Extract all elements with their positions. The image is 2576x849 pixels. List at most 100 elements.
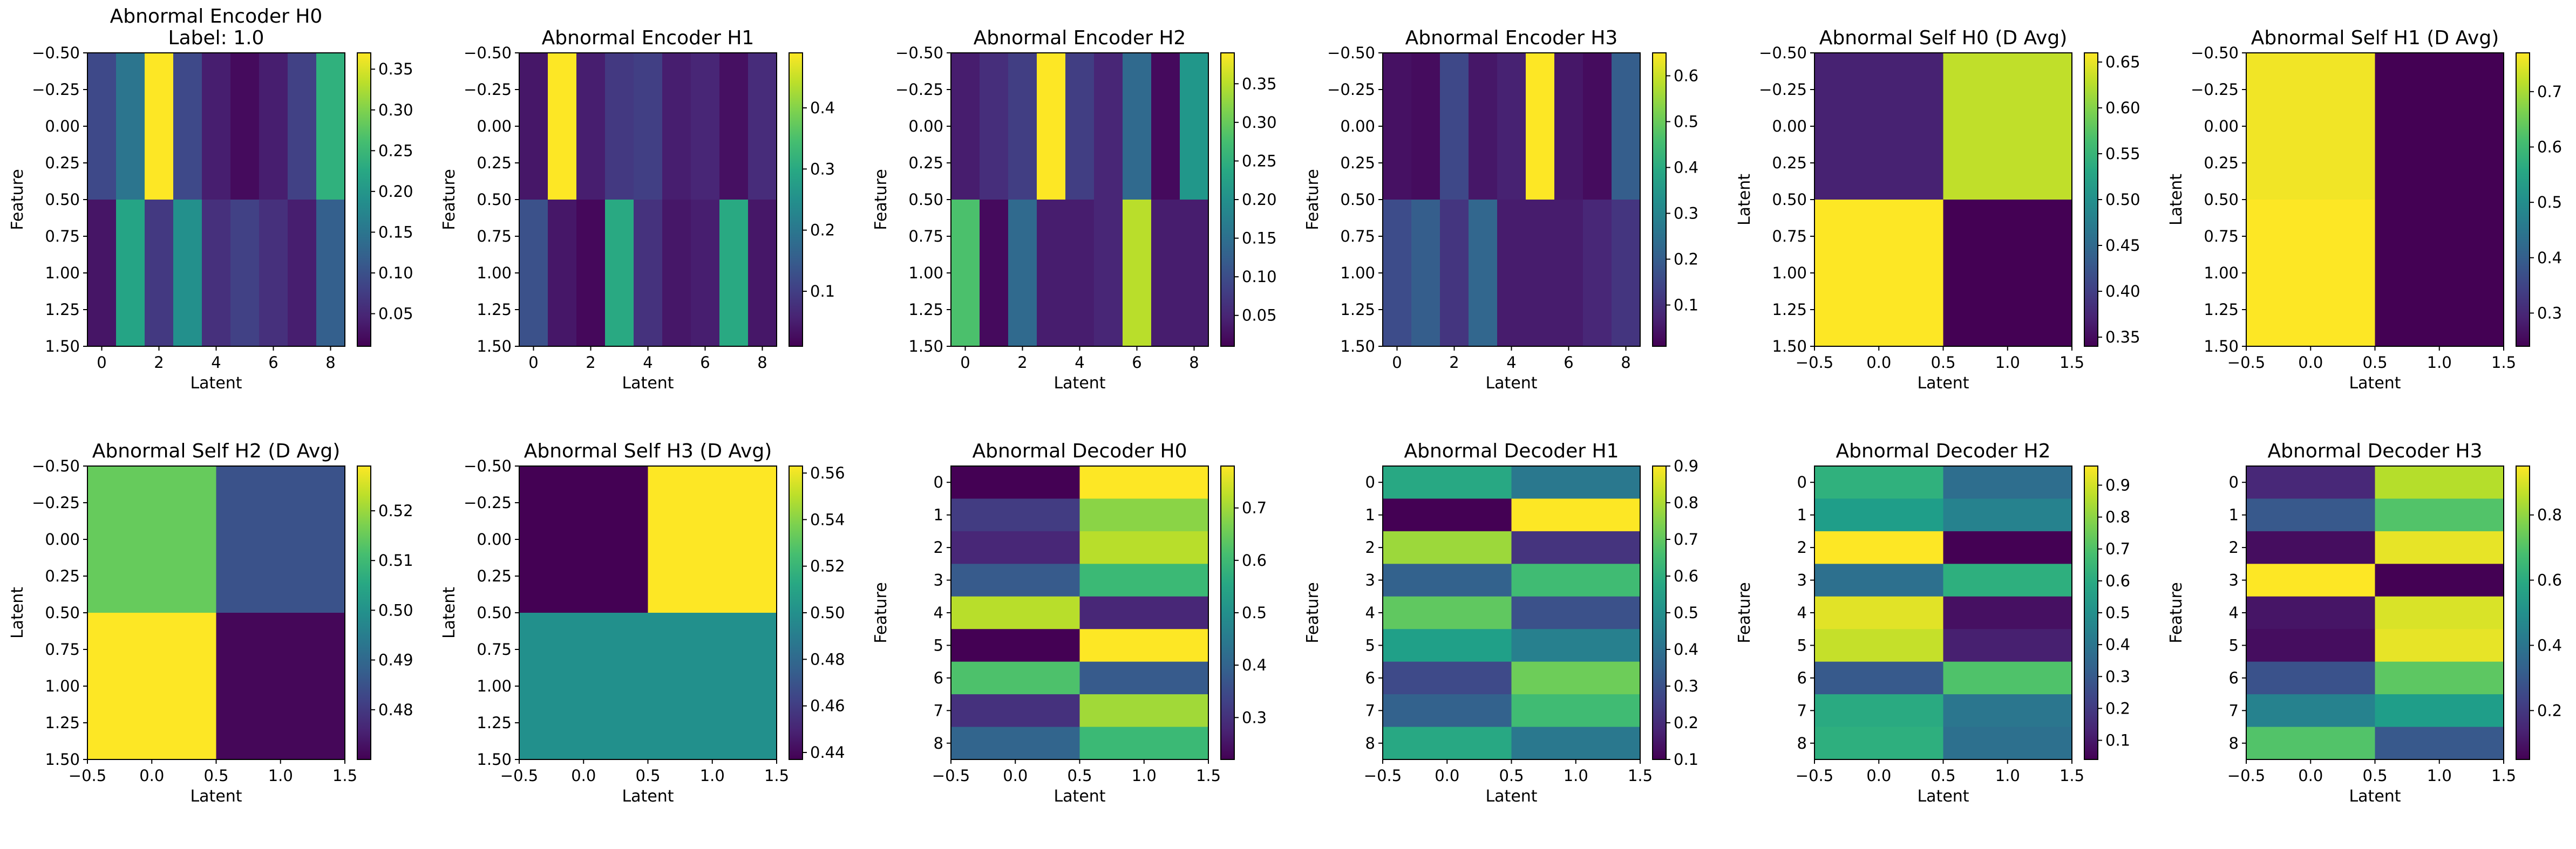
y-axis-label: Feature	[1735, 582, 1754, 643]
heatmap-cell	[1511, 694, 1641, 728]
heatmap-cell	[2246, 661, 2375, 695]
chart-title: Abnormal Encoder H3	[1405, 27, 1618, 49]
heatmap-cell	[548, 200, 577, 347]
colorbar-tick-label: 0.4	[2537, 636, 2562, 654]
colorbar-tick-label: 0.1	[1674, 750, 1698, 769]
y-tick-label: 0.75	[1772, 227, 1807, 245]
y-tick-label: −0.50	[2191, 44, 2239, 62]
heatmap-cell	[1583, 200, 1612, 347]
heatmap-cell	[1814, 466, 1943, 499]
heatmap-cell	[691, 53, 720, 200]
colorbar-tick-label: 0.54	[810, 510, 845, 529]
heatmap-cell	[216, 466, 345, 613]
colorbar-tick-label: 0.10	[378, 264, 413, 282]
heatmap-cell	[2375, 564, 2504, 597]
chart-title-line: Abnormal Encoder H0	[110, 5, 323, 28]
heatmap-cell	[980, 53, 1009, 200]
y-tick-label: 1.00	[45, 264, 80, 282]
heatmap-cell	[1469, 200, 1498, 347]
y-tick-label: −0.25	[32, 80, 80, 99]
heatmap-cell	[1411, 53, 1440, 200]
heatmap-cell	[951, 498, 1080, 532]
colorbar-tick-label: 0.3	[1674, 204, 1698, 223]
heatmap-cell	[1383, 727, 1512, 760]
x-tick-label: 0	[97, 353, 106, 372]
heatmap-cell	[2375, 661, 2504, 695]
y-tick-label: 7	[1365, 701, 1375, 720]
heatmap-cell	[1151, 200, 1180, 347]
heatmap-cell	[605, 53, 634, 200]
colorbar	[789, 465, 803, 760]
y-tick-label: 1.50	[477, 750, 512, 769]
y-tick-label: 4	[2229, 604, 2239, 622]
y-tick-label: 3	[2229, 571, 2239, 590]
heatmap-cell	[2375, 53, 2504, 200]
x-axis-label: Latent	[1485, 374, 1537, 393]
y-tick-label: 1.00	[477, 677, 512, 695]
y-axis-label: Latent	[440, 587, 459, 639]
x-tick-label: 1.0	[1132, 766, 1157, 785]
colorbar-tick-label: 0.4	[1242, 656, 1267, 674]
y-tick-label: 1.50	[1772, 337, 1807, 355]
x-tick-label: 1.0	[1995, 353, 2020, 372]
x-tick-label: 0.0	[2298, 353, 2323, 372]
colorbar-tick-label: 0.05	[1242, 306, 1277, 325]
heatmap-cell	[1079, 466, 1209, 499]
heatmap-cell	[173, 53, 202, 200]
chart-title: Abnormal Decoder H0	[973, 440, 1187, 462]
y-tick-label: 0.25	[477, 154, 512, 172]
y-tick-label: 0.25	[45, 154, 80, 172]
colorbar-tick-label: 0.15	[378, 223, 413, 241]
y-tick-label: 1.00	[45, 677, 80, 695]
heatmap-cell	[1814, 200, 1943, 347]
x-tick-label: 4	[1075, 353, 1084, 372]
heatmap-cell	[1065, 200, 1095, 347]
colorbar-tick-label: 0.6	[1242, 551, 1267, 570]
chart-title-line: Label: 1.0	[168, 27, 264, 49]
x-tick-label: 6	[1564, 353, 1573, 372]
colorbar-tick-label: 0.56	[810, 464, 845, 482]
x-tick-label: 4	[211, 353, 221, 372]
y-tick-label: 1.50	[908, 337, 943, 355]
colorbar	[1652, 52, 1667, 347]
colorbar-tick-label: 0.35	[378, 60, 413, 78]
y-tick-label: 0	[934, 473, 943, 491]
heatmap-cell	[2375, 498, 2504, 532]
colorbar-tick-label: 0.45	[2105, 236, 2140, 255]
x-tick-label: 1.0	[1995, 766, 2020, 785]
chart-panel: −0.5 0.0 0.5 1.0 1.5 −0.50 −0.25 0.00 0.25 0.50 0.…	[8, 440, 413, 806]
x-tick-label: 0.0	[1866, 766, 1891, 785]
y-tick-label: 1.00	[2204, 264, 2239, 282]
heatmap-cell	[1511, 727, 1641, 760]
y-tick-label: −0.25	[2191, 80, 2239, 99]
y-tick-label: 8	[934, 734, 943, 752]
heatmap-cell	[1079, 596, 1209, 629]
heatmap-cell	[1511, 466, 1641, 499]
x-tick-label: 1.0	[2427, 766, 2452, 785]
heatmap-cell	[951, 200, 980, 347]
y-tick-label: 2	[2229, 538, 2239, 557]
x-axis-label: Latent	[1917, 787, 1969, 806]
heatmap-cell	[1814, 629, 1943, 662]
colorbar-tick-label: 0.49	[378, 651, 413, 669]
y-tick-label: −0.50	[895, 44, 943, 62]
y-tick-label: 0.50	[1340, 190, 1375, 209]
y-tick-label: 0.50	[1772, 190, 1807, 209]
y-axis-label: Feature	[872, 169, 891, 230]
heatmap-cell	[1079, 661, 1209, 695]
y-tick-label: 0.50	[908, 190, 943, 209]
x-tick-label: 2	[586, 353, 595, 372]
colorbar-tick-label: 0.7	[1242, 499, 1267, 517]
heatmap-cell	[1511, 596, 1641, 629]
y-tick-label: 2	[934, 538, 943, 557]
x-axis-label: Latent	[1053, 787, 1105, 806]
colorbar-tick-label: 0.6	[1674, 67, 1698, 85]
colorbar-tick-label: 0.35	[2105, 328, 2140, 346]
y-tick-label: 0.00	[908, 117, 943, 135]
heatmap-cell	[1008, 200, 1037, 347]
heatmap-cell	[1383, 53, 1412, 200]
y-tick-label: 8	[1365, 734, 1375, 752]
heatmap-cell	[2375, 596, 2504, 629]
y-tick-label: 0.00	[1340, 117, 1375, 135]
colorbar-tick-label: 0.5	[1242, 604, 1267, 622]
